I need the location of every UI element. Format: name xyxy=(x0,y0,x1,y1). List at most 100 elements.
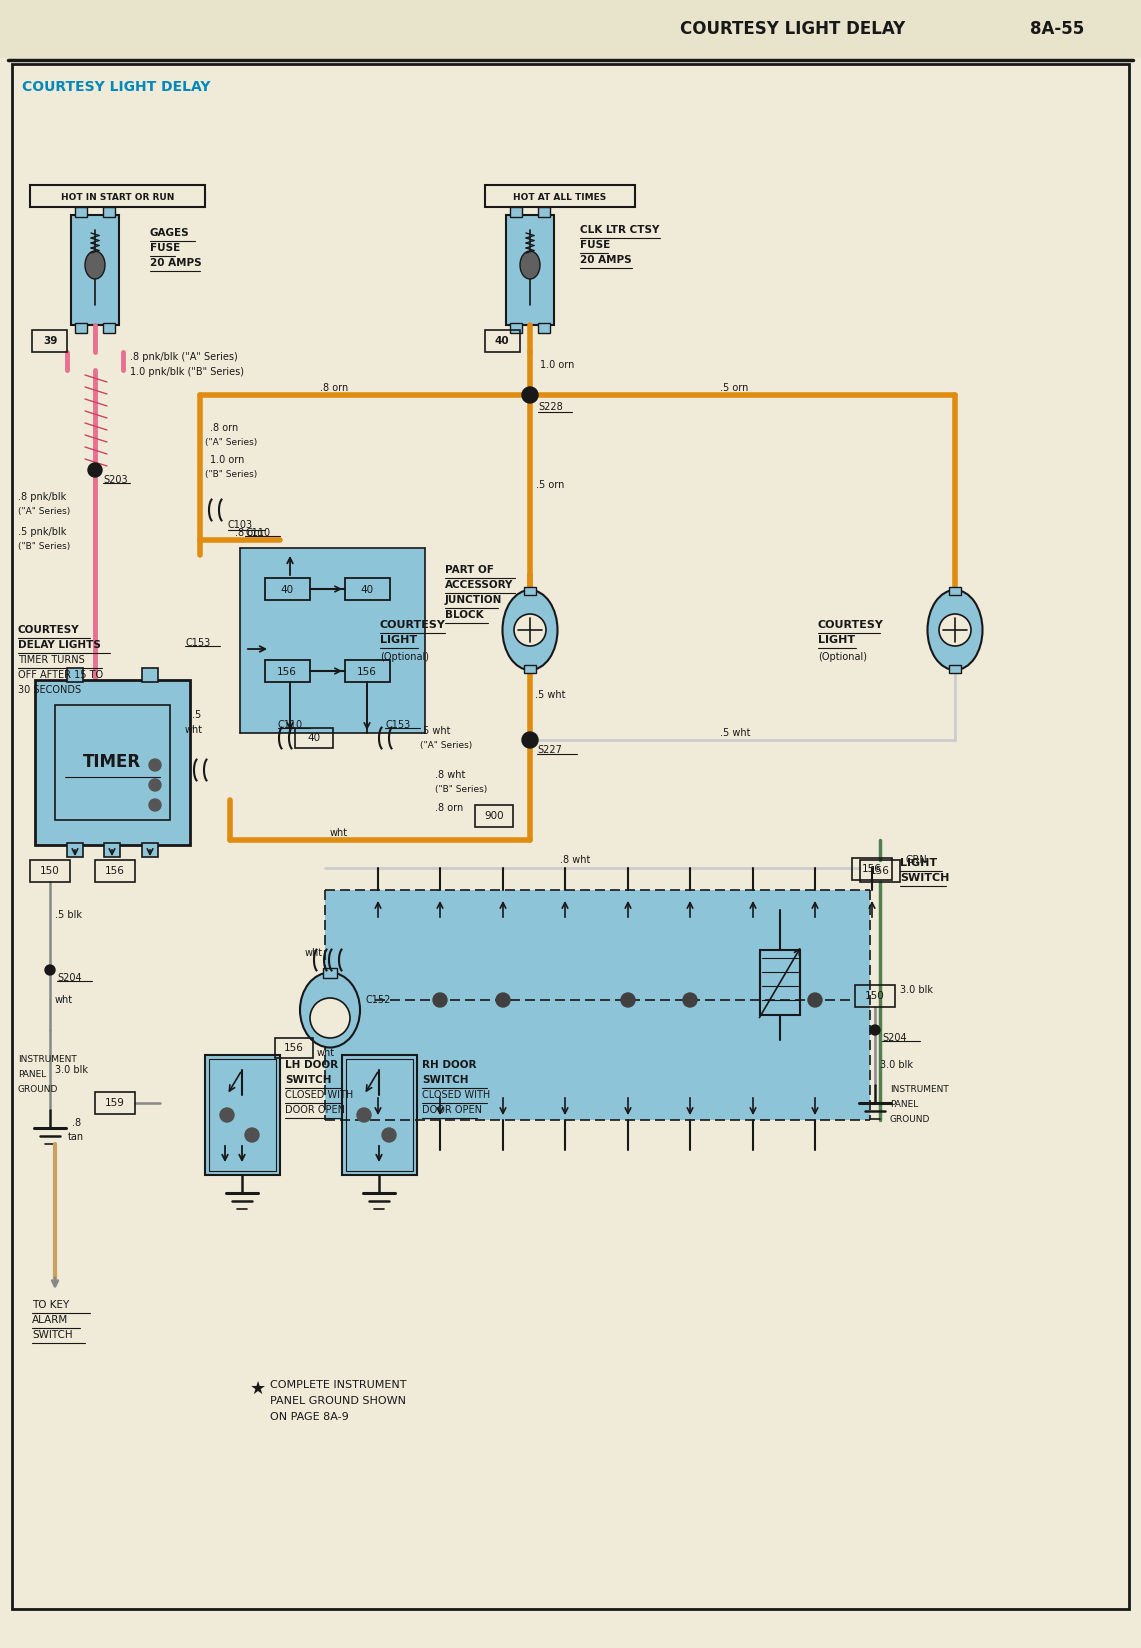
Text: C153: C153 xyxy=(385,720,411,730)
Bar xyxy=(55,705,170,821)
Ellipse shape xyxy=(928,590,982,671)
Text: (Optional): (Optional) xyxy=(818,653,867,662)
Text: S204: S204 xyxy=(882,1033,907,1043)
Text: 1.0 pnk/blk ("B" Series): 1.0 pnk/blk ("B" Series) xyxy=(130,368,244,377)
Text: CLK LTR CTSY: CLK LTR CTSY xyxy=(580,226,659,236)
Bar xyxy=(35,681,191,845)
Text: 1.0 orn: 1.0 orn xyxy=(210,455,244,465)
Text: wht: wht xyxy=(317,1048,335,1058)
Text: DOOR OPEN: DOOR OPEN xyxy=(422,1106,482,1116)
Bar xyxy=(949,666,961,672)
Text: C103: C103 xyxy=(228,521,253,531)
Bar xyxy=(949,587,961,595)
Text: 1.0 orn: 1.0 orn xyxy=(540,359,574,371)
Text: 156: 156 xyxy=(284,1043,304,1053)
Text: 156: 156 xyxy=(277,667,297,677)
Bar xyxy=(323,967,337,977)
Bar xyxy=(345,659,390,682)
Circle shape xyxy=(808,994,822,1007)
Text: C153: C153 xyxy=(185,638,210,648)
Circle shape xyxy=(310,999,350,1038)
Bar xyxy=(342,1055,416,1175)
Text: S228: S228 xyxy=(539,402,563,412)
Text: 20 AMPS: 20 AMPS xyxy=(580,255,632,265)
Text: ("B" Series): ("B" Series) xyxy=(435,784,487,794)
Bar xyxy=(141,844,157,857)
Ellipse shape xyxy=(300,972,361,1048)
Bar xyxy=(67,844,83,857)
Bar xyxy=(860,860,900,882)
Text: CLOSED WITH: CLOSED WITH xyxy=(285,1089,354,1099)
Text: LIGHT: LIGHT xyxy=(900,859,937,868)
Text: FUSE: FUSE xyxy=(580,241,610,250)
Bar xyxy=(510,208,521,218)
Text: COURTESY LIGHT DELAY: COURTESY LIGHT DELAY xyxy=(680,20,905,38)
Text: wht: wht xyxy=(55,995,73,1005)
Bar xyxy=(265,578,310,600)
Text: tan: tan xyxy=(68,1132,84,1142)
Circle shape xyxy=(621,994,636,1007)
Circle shape xyxy=(869,1025,880,1035)
Text: 3.0 blk: 3.0 blk xyxy=(900,986,933,995)
Text: SWITCH: SWITCH xyxy=(422,1074,469,1084)
Text: 40: 40 xyxy=(307,733,321,743)
Text: INSTRUMENT: INSTRUMENT xyxy=(890,1084,949,1094)
Text: COURTESY LIGHT DELAY: COURTESY LIGHT DELAY xyxy=(22,81,210,94)
Circle shape xyxy=(496,994,510,1007)
Text: GAGES: GAGES xyxy=(149,227,189,237)
Bar xyxy=(209,1060,276,1172)
Text: PANEL: PANEL xyxy=(18,1070,47,1079)
Text: SWITCH: SWITCH xyxy=(285,1074,332,1084)
Text: COMPLETE INSTRUMENT: COMPLETE INSTRUMENT xyxy=(270,1379,406,1389)
Text: COURTESY: COURTESY xyxy=(380,620,446,630)
Bar xyxy=(240,549,424,733)
Text: .5 blk: .5 blk xyxy=(55,910,82,920)
Bar xyxy=(75,323,87,333)
Bar xyxy=(95,860,135,882)
Text: SWITCH: SWITCH xyxy=(900,873,949,883)
Circle shape xyxy=(245,1127,259,1142)
Text: TIMER: TIMER xyxy=(83,753,141,771)
Text: TIMER TURNS: TIMER TURNS xyxy=(18,654,84,666)
Text: 40: 40 xyxy=(495,336,509,346)
Text: PANEL GROUND SHOWN: PANEL GROUND SHOWN xyxy=(270,1396,406,1406)
Text: LH DOOR: LH DOOR xyxy=(285,1060,338,1070)
Bar xyxy=(345,578,390,600)
Bar xyxy=(104,844,120,857)
Text: wht: wht xyxy=(185,725,203,735)
Text: .5 orn: .5 orn xyxy=(536,480,565,489)
Text: ON PAGE 8A-9: ON PAGE 8A-9 xyxy=(270,1412,349,1422)
Text: 20 AMPS: 20 AMPS xyxy=(149,259,202,269)
Circle shape xyxy=(382,1127,396,1142)
Circle shape xyxy=(88,463,102,476)
Text: .8 wht: .8 wht xyxy=(560,855,590,865)
Text: .8: .8 xyxy=(72,1117,81,1127)
Text: FUSE: FUSE xyxy=(149,242,180,254)
Circle shape xyxy=(149,780,161,791)
Text: GROUND: GROUND xyxy=(890,1116,930,1124)
Bar xyxy=(524,666,536,672)
Bar xyxy=(485,185,636,208)
Bar xyxy=(852,859,892,880)
Text: S227: S227 xyxy=(537,745,561,755)
Bar xyxy=(510,323,521,333)
Text: C110: C110 xyxy=(278,720,304,730)
Text: HOT IN START OR RUN: HOT IN START OR RUN xyxy=(62,193,175,201)
Text: GROUND: GROUND xyxy=(18,1084,58,1094)
Circle shape xyxy=(149,760,161,771)
Text: .5 wht: .5 wht xyxy=(420,727,451,737)
Circle shape xyxy=(521,732,539,748)
Text: ("A" Series): ("A" Series) xyxy=(205,438,257,447)
Text: 150: 150 xyxy=(865,990,885,1000)
Text: JUNCTION: JUNCTION xyxy=(445,595,502,605)
Bar xyxy=(0,0,1141,58)
Text: ACCESSORY: ACCESSORY xyxy=(445,580,513,590)
Bar xyxy=(75,208,87,218)
Ellipse shape xyxy=(502,590,558,671)
Circle shape xyxy=(939,615,971,646)
Text: PART OF: PART OF xyxy=(445,565,494,575)
Circle shape xyxy=(220,1107,234,1122)
Text: GRN: GRN xyxy=(905,855,926,865)
Bar xyxy=(103,323,115,333)
Text: C152: C152 xyxy=(365,995,390,1005)
